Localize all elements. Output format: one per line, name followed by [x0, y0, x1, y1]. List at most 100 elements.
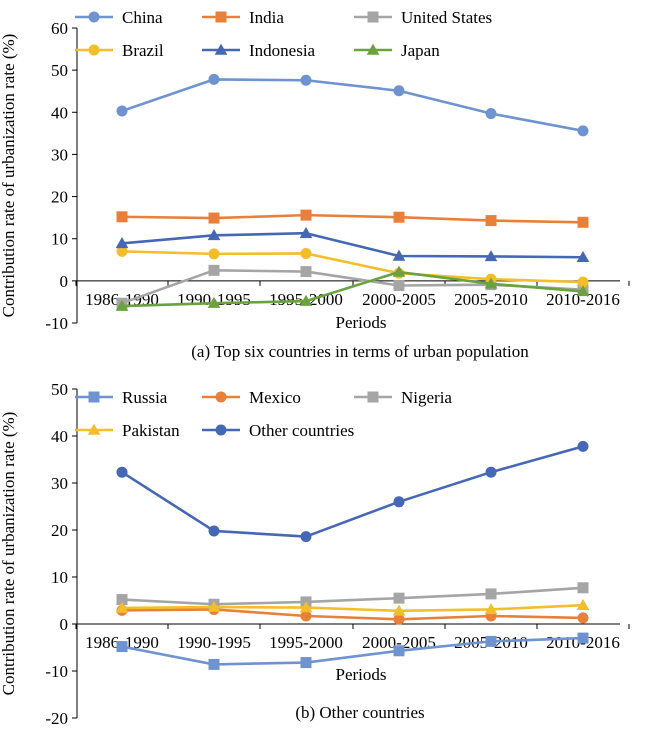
data-point [116, 245, 128, 257]
chart-caption: (a) Top six countries in terms of urban … [191, 342, 529, 361]
series-india [116, 209, 589, 228]
data-point [300, 247, 312, 259]
legend-label: Russia [122, 388, 168, 407]
data-point [576, 250, 590, 263]
legend-marker [88, 391, 100, 403]
data-point [115, 237, 129, 249]
series-indonesia [115, 226, 590, 263]
data-point [577, 612, 589, 624]
y-axis-title: Contribution rate of urbanization rate (… [0, 34, 18, 318]
legend-label: Pakistan [122, 421, 180, 440]
data-point [392, 604, 406, 616]
legend-item-pakistan: Pakistan [75, 421, 180, 440]
data-point [116, 466, 128, 478]
legend-label: Other countries [249, 421, 354, 440]
legend-item-mexico: Mexico [202, 388, 301, 407]
series-line [121, 213, 584, 224]
series-line [121, 608, 584, 621]
y-tick-label: -10 [45, 314, 68, 333]
data-point [484, 277, 498, 289]
y-tick-label: 0 [60, 272, 69, 291]
legend-label: Indonesia [249, 41, 316, 60]
legend-label: India [249, 8, 284, 27]
chart-b: -20-10010203040501986-19901990-19951995-… [0, 380, 630, 728]
data-point [393, 592, 405, 604]
data-point [300, 610, 312, 622]
legend-item-russia: Russia [75, 388, 168, 407]
data-point [577, 582, 589, 594]
x-tick-label: 2005-2010 [454, 290, 528, 309]
data-point [577, 632, 589, 644]
legend-item-nigeria: Nigeria [354, 388, 452, 407]
data-point [577, 125, 589, 137]
legend-marker [87, 423, 101, 435]
y-tick-label: 20 [51, 521, 68, 540]
data-point [300, 657, 312, 669]
series-line [121, 78, 584, 133]
legend-marker [88, 11, 100, 23]
y-axis-title: Contribution rate of urbanization rate (… [0, 412, 18, 696]
data-point [484, 603, 498, 615]
x-tick-label: 2000-2005 [362, 633, 436, 652]
series-line [121, 231, 584, 259]
legend-item-brazil: Brazil [75, 41, 164, 60]
data-point [299, 294, 313, 306]
y-tick-label: 50 [51, 61, 68, 80]
data-point [393, 211, 405, 223]
legend-marker [215, 391, 227, 403]
legend-item-united-states: United States [354, 8, 492, 27]
data-point [300, 266, 312, 278]
data-point [115, 299, 129, 311]
x-tick-label: 2010-2016 [546, 290, 620, 309]
y-tick-label: -20 [45, 709, 68, 728]
legend-marker [367, 11, 379, 23]
x-axis-title: Periods [336, 313, 387, 332]
legend-marker [366, 43, 380, 55]
legend-item-indonesia: Indonesia [202, 41, 316, 60]
legend-marker [214, 43, 228, 55]
y-tick-label: 10 [51, 568, 68, 587]
data-point [485, 466, 497, 478]
data-point [577, 276, 589, 288]
series-russia [116, 632, 589, 670]
legend-label: Brazil [122, 41, 164, 60]
y-tick-label: 40 [51, 427, 68, 446]
y-tick-label: -10 [45, 662, 68, 681]
data-point [393, 85, 405, 97]
data-point [393, 496, 405, 508]
x-tick-label: 2000-2005 [362, 290, 436, 309]
data-point [392, 265, 406, 277]
series-china [116, 73, 589, 137]
legend-item-japan: Japan [354, 41, 440, 60]
series-line [121, 586, 584, 606]
series-japan [115, 265, 590, 311]
data-point [485, 215, 497, 227]
y-tick-label: 0 [60, 615, 69, 634]
chart-caption: (b) Other countries [295, 703, 424, 722]
series-line [121, 250, 584, 284]
legend-label: Nigeria [401, 388, 452, 407]
y-tick-label: 10 [51, 230, 68, 249]
y-tick-label: 50 [51, 380, 68, 399]
data-point [393, 613, 405, 625]
y-tick-label: 60 [51, 19, 68, 38]
data-point [577, 216, 589, 228]
x-tick-label: 1990-1995 [177, 633, 251, 652]
data-point [299, 601, 313, 613]
data-point [300, 531, 312, 543]
series-nigeria [116, 582, 589, 610]
data-point [115, 601, 129, 613]
data-point [208, 264, 220, 276]
data-point [576, 285, 590, 297]
data-point [116, 105, 128, 117]
data-point [208, 212, 220, 224]
legend-label: Mexico [249, 388, 301, 407]
series-other-countries [116, 440, 589, 543]
data-point [392, 249, 406, 261]
y-tick-label: 20 [51, 188, 68, 207]
y-tick-label: 30 [51, 145, 68, 164]
data-point [485, 108, 497, 120]
data-point [485, 635, 497, 647]
data-point [207, 229, 221, 241]
series-line [121, 603, 584, 613]
